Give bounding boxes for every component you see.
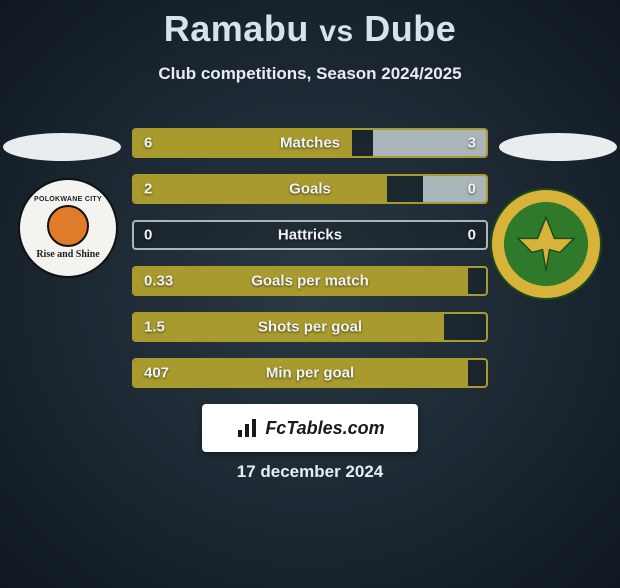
stat-row: 1.5 Shots per goal (132, 312, 488, 342)
club-badge-left: POLOKWANE CITY Rise and Shine (18, 178, 118, 278)
player1-name: Ramabu (164, 8, 309, 49)
stat-label: Matches (280, 135, 340, 152)
player1-shadow-ellipse (3, 133, 121, 161)
stat-value-right: 0 (468, 227, 476, 244)
stat-row: 407 Min per goal (132, 358, 488, 388)
stat-row: 0 0 Hattricks (132, 220, 488, 250)
stat-label: Min per goal (266, 365, 354, 382)
club-left-motto: Rise and Shine (34, 249, 102, 260)
stat-value-left: 407 (144, 365, 169, 382)
stat-value-left: 2 (144, 181, 152, 198)
stat-value-left: 6 (144, 135, 152, 152)
stat-value-right: 0 (468, 181, 476, 198)
stat-label: Shots per goal (258, 319, 362, 336)
subtitle: Club competitions, Season 2024/2025 (0, 64, 620, 84)
stat-value-left: 0 (144, 227, 152, 244)
stat-label: Hattricks (278, 227, 342, 244)
stat-value-left: 0.33 (144, 273, 173, 290)
stat-row: 6 3 Matches (132, 128, 488, 158)
player2-shadow-ellipse (499, 133, 617, 161)
stat-value-right: 3 (468, 135, 476, 152)
brand-badge[interactable]: FcTables.com (202, 404, 418, 452)
arrows-icon (511, 209, 581, 279)
club-badge-right (490, 188, 602, 300)
stat-row: 0.33 Goals per match (132, 266, 488, 296)
stat-label: Goals (289, 181, 331, 198)
comparison-title: Ramabu vs Dube (0, 8, 620, 50)
vs-label: vs (319, 15, 353, 48)
player2-name: Dube (364, 8, 456, 49)
stat-fill-left (134, 176, 387, 202)
club-left-name: POLOKWANE CITY (34, 196, 102, 203)
brand-label: FcTables.com (265, 418, 384, 439)
stat-label: Goals per match (251, 273, 369, 290)
stat-value-left: 1.5 (144, 319, 165, 336)
stats-bars: 6 3 Matches 2 0 Goals 0 0 Hattricks 0.33 Goals per… (132, 128, 488, 404)
basketball-icon (47, 205, 89, 247)
stat-row: 2 0 Goals (132, 174, 488, 204)
club-left-inner: POLOKWANE CITY Rise and Shine (34, 196, 102, 260)
stat-fill-right (423, 176, 486, 202)
date-label: 17 december 2024 (237, 462, 384, 482)
chart-icon (235, 416, 259, 440)
